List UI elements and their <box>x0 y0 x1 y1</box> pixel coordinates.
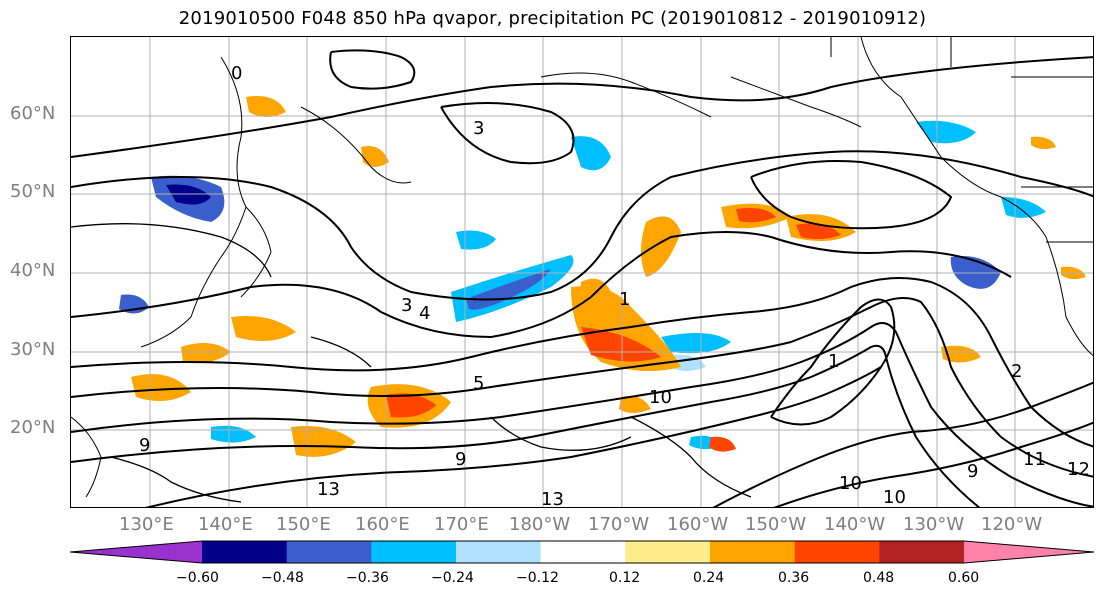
contour-label: 9 <box>967 461 978 482</box>
lon-label-130w: 130°W <box>903 514 965 535</box>
contour-label: 2 <box>1011 361 1022 382</box>
colorbar-tick-label: 0.36 <box>778 570 810 586</box>
map-panel: 0 3 3 4 5 1 10 9 10 10 11 13 2 9 12 1 9 … <box>70 36 1094 508</box>
lon-label-130e: 130°E <box>119 514 174 535</box>
colorbar-tick-label: 0.60 <box>948 570 980 586</box>
contour-label: 0 <box>231 63 242 84</box>
graticule <box>71 37 1093 507</box>
contour-label: 1 <box>828 351 839 372</box>
lon-label-180w: 180°W <box>509 514 571 535</box>
lat-label-60n: 60°N <box>10 103 56 124</box>
lon-label-140w: 140°W <box>824 514 886 535</box>
lon-label-150w: 150°W <box>745 514 807 535</box>
qvapor-contours <box>71 49 1093 507</box>
lat-label-30n: 30°N <box>10 339 56 360</box>
contour-label: 10 <box>883 487 906 508</box>
contour-label: 1 <box>619 289 630 310</box>
lon-label-140e: 140°E <box>198 514 253 535</box>
contour-label: 13 <box>541 489 564 508</box>
lon-label-160e: 160°E <box>355 514 410 535</box>
contour-label: 3 <box>473 118 484 139</box>
lon-label-170e: 170°E <box>434 514 489 535</box>
contour-label: 11 <box>1023 449 1046 470</box>
colorbar-swatch <box>286 541 372 563</box>
lon-label-150e: 150°E <box>276 514 331 535</box>
colorbar-swatch <box>964 541 1094 563</box>
colorbar-swatch <box>710 541 796 563</box>
coastlines <box>71 37 1093 498</box>
colorbar-swatch <box>794 541 880 563</box>
colorbar-swatch <box>371 541 457 563</box>
contour-label: 3 <box>401 295 412 316</box>
colorbar-swatch <box>625 541 711 563</box>
colorbar-swatch <box>202 541 288 563</box>
contour-label: 12 <box>1067 459 1090 480</box>
colorbar-tick-label: −0.60 <box>176 570 219 586</box>
colorbar <box>70 540 1095 564</box>
colorbar-tick-label: −0.24 <box>431 570 474 586</box>
contour-labels: 0 3 3 4 5 1 10 9 10 10 11 13 2 9 12 1 9 … <box>139 63 1090 508</box>
colorbar-swatch <box>70 541 202 563</box>
lat-label-50n: 50°N <box>10 181 56 202</box>
figure-title: 2019010500 F048 850 hPa qvapor, precipit… <box>178 8 927 29</box>
lat-label-20n: 20°N <box>10 417 56 438</box>
colorbar-tick-label: 0.24 <box>693 570 725 586</box>
contour-label: 5 <box>473 373 484 394</box>
contour-label: 10 <box>649 387 672 408</box>
contour-label: 4 <box>419 303 430 324</box>
contour-label: 10 <box>839 473 862 494</box>
lon-label-120w: 120°W <box>981 514 1043 535</box>
colorbar-swatch <box>879 541 965 563</box>
lat-label-40n: 40°N <box>10 260 56 281</box>
precip-shading <box>119 96 1086 457</box>
contour-label: 9 <box>139 435 150 456</box>
colorbar-tick-label: 0.12 <box>609 570 641 586</box>
contour-label: 9 <box>455 449 466 470</box>
colorbar-swatch <box>456 541 542 563</box>
qvapor-contours-thin <box>71 223 752 503</box>
colorbar-tick-label: −0.48 <box>261 570 304 586</box>
colorbar-tick-label: −0.36 <box>346 570 389 586</box>
colorbar-outline <box>70 540 1095 564</box>
lon-label-170w: 170°W <box>588 514 650 535</box>
contour-label: 13 <box>317 479 340 500</box>
colorbar-tick-label: 0.48 <box>863 570 895 586</box>
colorbar-tick-label: −0.12 <box>516 570 559 586</box>
lon-label-160w: 160°W <box>667 514 729 535</box>
colorbar-swatch <box>540 541 626 563</box>
map-canvas: 0 3 3 4 5 1 10 9 10 10 11 13 2 9 12 1 9 … <box>71 37 1093 508</box>
